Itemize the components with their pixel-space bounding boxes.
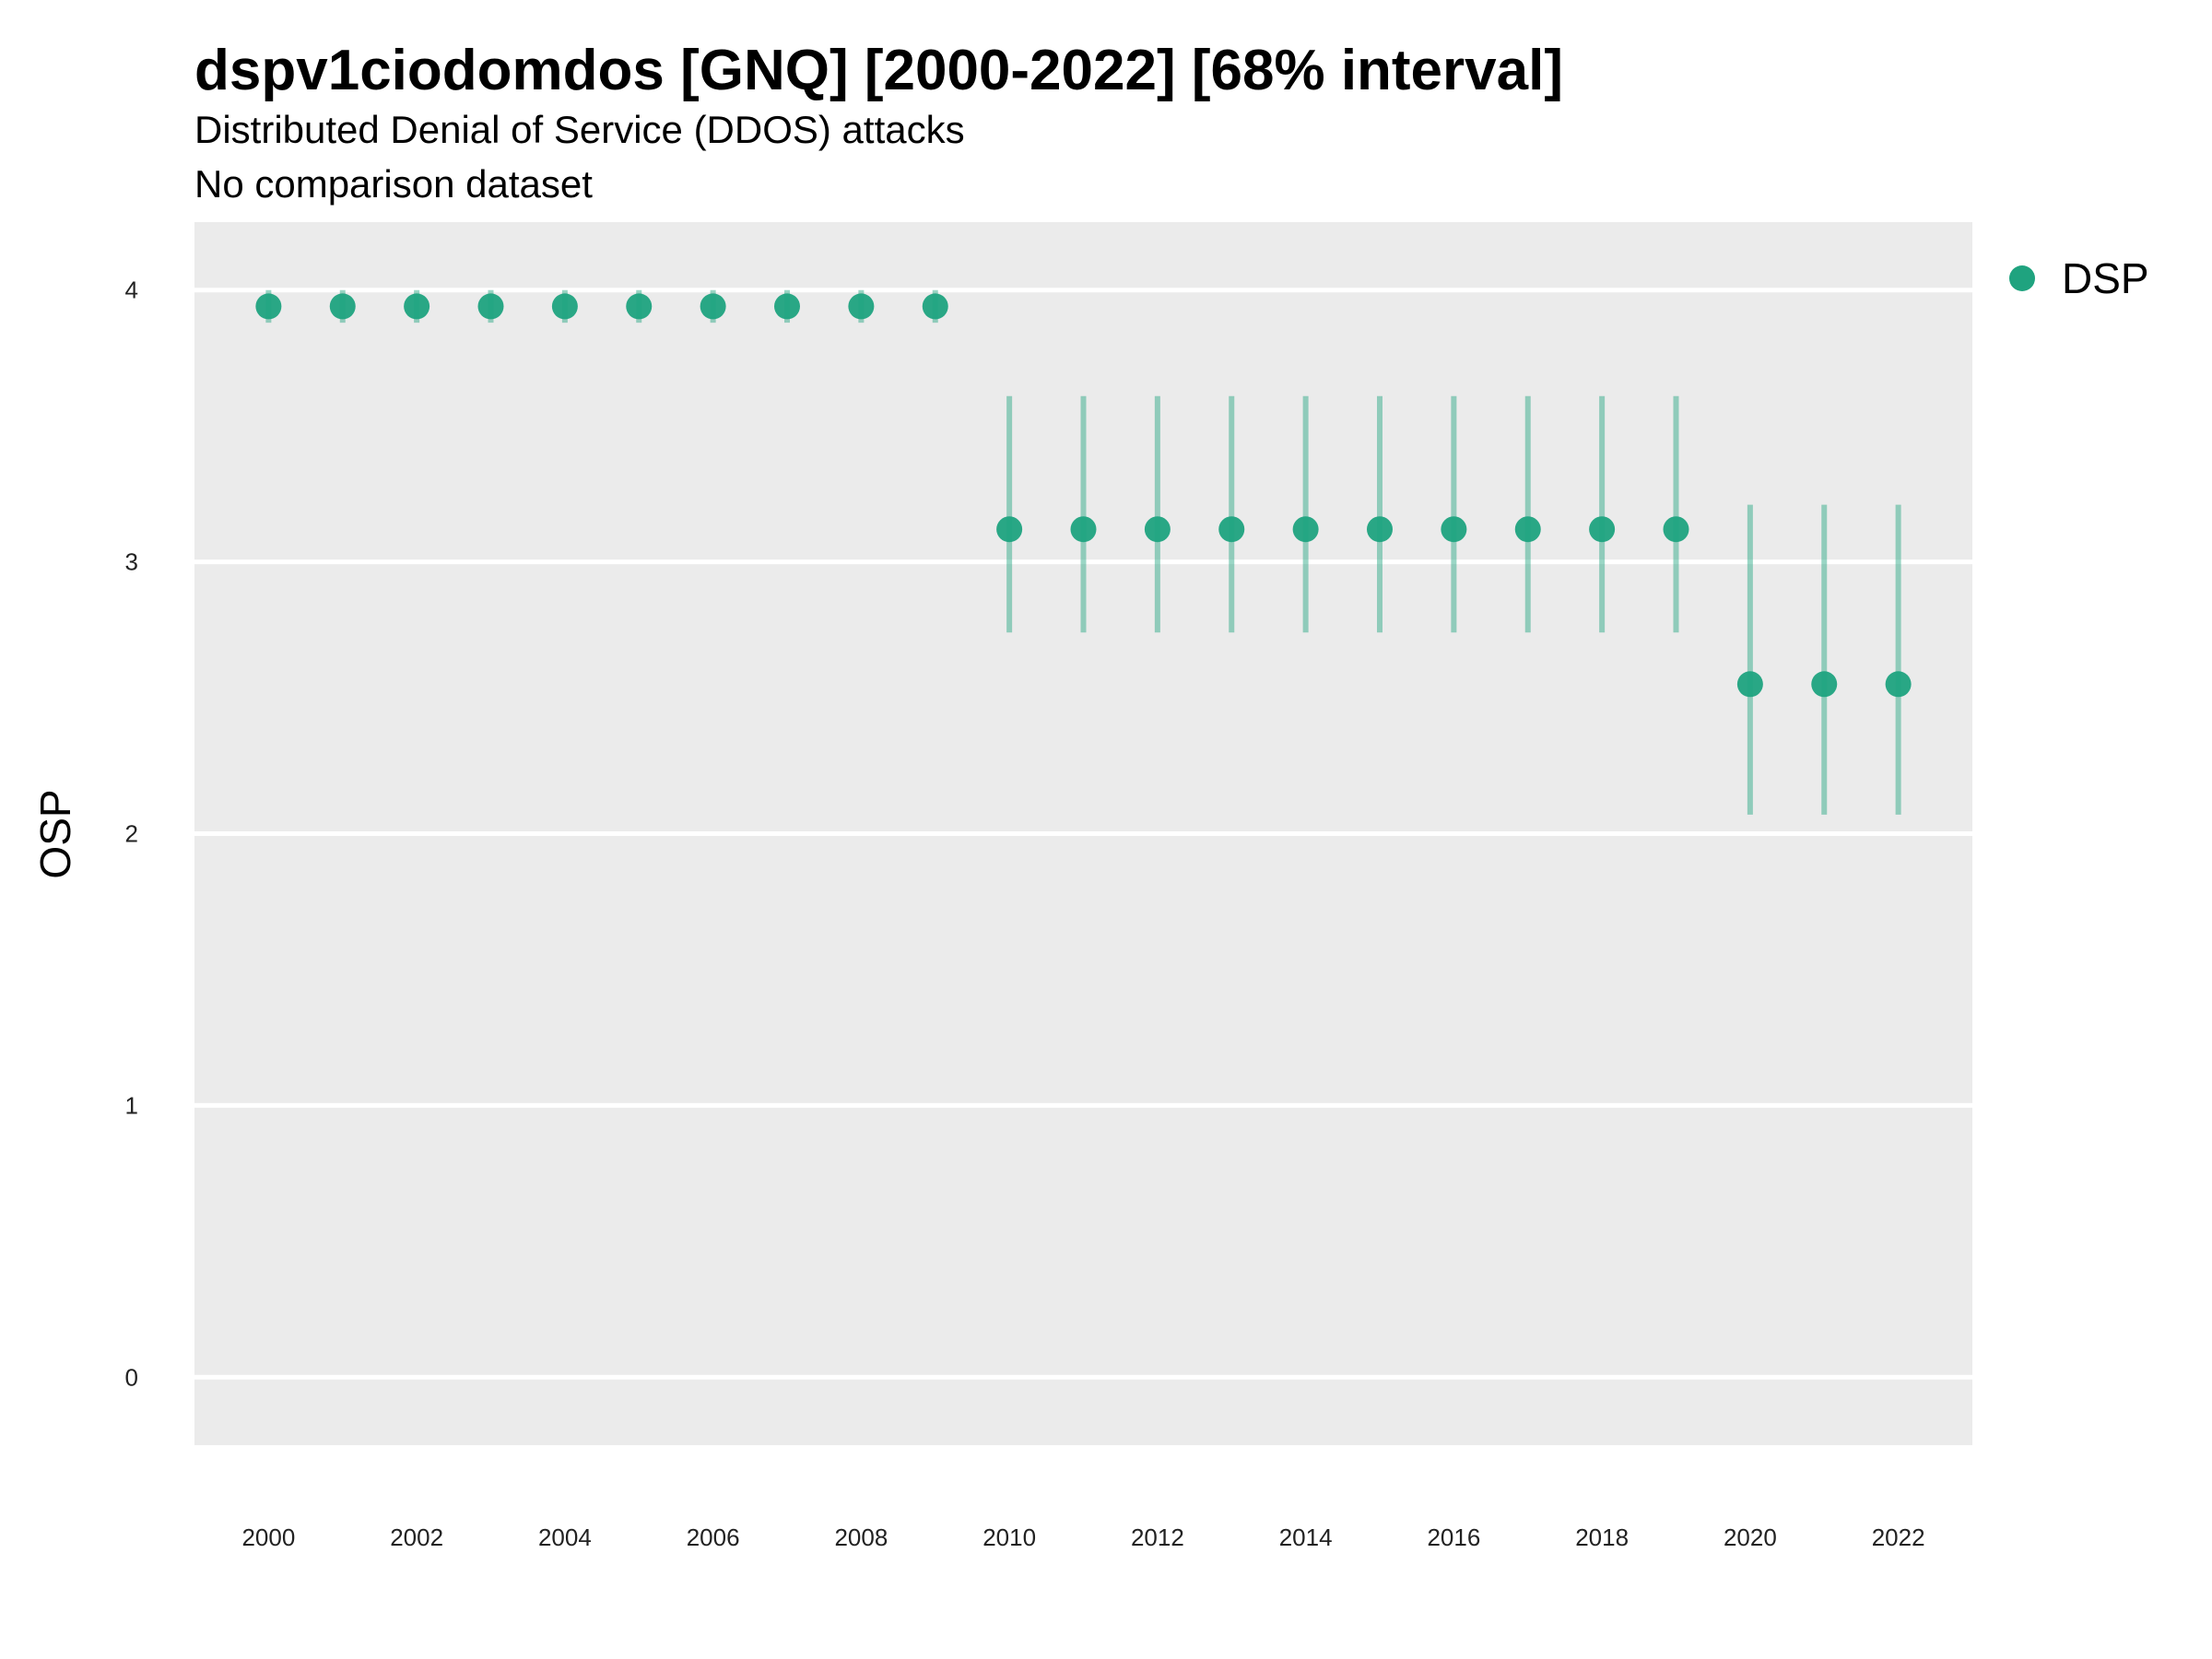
point-2013[interactable] — [1218, 516, 1245, 543]
point-2022[interactable] — [1885, 671, 1912, 698]
x-tick-label-2008: 2008 — [834, 1524, 888, 1551]
point-2002[interactable] — [404, 293, 430, 320]
y-axis: 0 1 2 3 4 — [125, 276, 138, 1392]
x-tick-label-2014: 2014 — [1279, 1524, 1333, 1551]
x-tick-label-2002: 2002 — [390, 1524, 443, 1551]
point-2018[interactable] — [1589, 516, 1616, 543]
x-tick-label-2004: 2004 — [538, 1524, 592, 1551]
point-2010[interactable] — [996, 516, 1023, 543]
x-tick-label-2018: 2018 — [1575, 1524, 1629, 1551]
point-2004[interactable] — [551, 293, 578, 320]
point-2016[interactable] — [1441, 516, 1467, 543]
point-2020[interactable] — [1736, 671, 1763, 698]
point-2017[interactable] — [1514, 516, 1541, 543]
point-2014[interactable] — [1292, 516, 1319, 543]
point-2011[interactable] — [1070, 516, 1097, 543]
y-axis-title: OSP — [31, 789, 79, 878]
legend-swatch-dsp — [2009, 265, 2035, 291]
point-2003[interactable] — [477, 293, 504, 320]
chart-caption: No comparison dataset — [194, 162, 593, 206]
x-axis: 2000 2002 2004 2006 2008 2010 2012 2014 2016 2018… — [241, 1524, 1924, 1551]
x-tick-label-2012: 2012 — [1131, 1524, 1184, 1551]
point-2015[interactable] — [1367, 516, 1393, 543]
legend[interactable]: DSP — [2009, 254, 2149, 302]
point-2021[interactable] — [1811, 671, 1838, 698]
x-tick-label-2022: 2022 — [1872, 1524, 1925, 1551]
x-tick-label-2016: 2016 — [1427, 1524, 1480, 1551]
y-tick-label-1: 1 — [125, 1091, 138, 1119]
point-2008[interactable] — [848, 293, 875, 320]
y-tick-label-3: 3 — [125, 548, 138, 576]
point-2005[interactable] — [626, 293, 653, 320]
y-tick-label-4: 4 — [125, 276, 138, 304]
point-2019[interactable] — [1663, 516, 1689, 543]
legend-label-dsp: DSP — [2062, 254, 2149, 302]
data-points — [255, 293, 1912, 698]
chart-title: dspv1ciodomdos [GNQ] [2000-2022] [68% in… — [194, 39, 1563, 102]
x-tick-label-2000: 2000 — [241, 1524, 295, 1551]
gridlines — [194, 288, 1972, 1380]
y-tick-label-0: 0 — [125, 1363, 138, 1391]
chart-subtitle: Distributed Denial of Service (DDOS) att… — [194, 108, 965, 151]
point-2006[interactable] — [700, 293, 726, 320]
point-2009[interactable] — [922, 293, 948, 320]
point-2000[interactable] — [255, 293, 282, 320]
x-tick-label-2006: 2006 — [687, 1524, 740, 1551]
point-2012[interactable] — [1144, 516, 1171, 543]
point-2007[interactable] — [774, 293, 800, 320]
y-tick-label-2: 2 — [125, 820, 138, 848]
x-tick-label-2010: 2010 — [982, 1524, 1036, 1551]
point-2001[interactable] — [329, 293, 356, 320]
x-tick-label-2020: 2020 — [1724, 1524, 1777, 1551]
